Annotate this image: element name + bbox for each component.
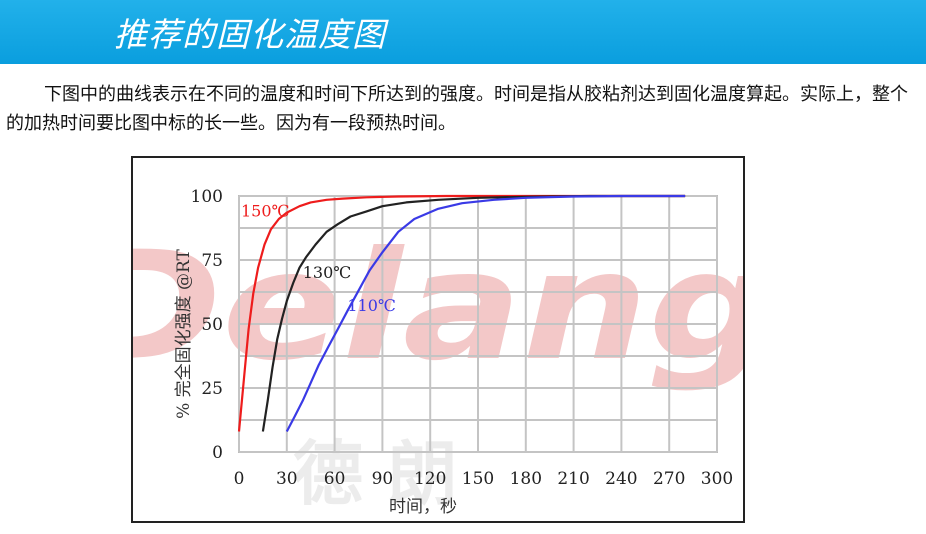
series-line-0 [237,194,686,432]
x-tick-label: 240 [605,469,637,489]
y-tick-label: 75 [201,251,223,271]
y-tick-label: 25 [201,379,223,399]
x-tick-label: 120 [414,469,446,489]
x-tick-label: 0 [234,469,245,489]
series-label-1: 130℃ [303,263,351,282]
x-tick-label: 210 [557,469,589,489]
series-line-2 [285,194,686,433]
y-axis-label: % 完全固化强度 @RT [174,248,194,418]
x-tick-label: 270 [653,469,685,489]
y-tick-label: 100 [191,187,223,207]
intro-paragraph: 下图中的曲线表示在不同的温度和时间下所达到的强度。时间是指从胶粘剂达到固化温度算… [6,84,908,134]
y-tick-label: 0 [212,443,223,463]
x-tick-label: 180 [510,469,542,489]
header-banner: 推荐的固化温度图 [0,0,926,64]
y-tick-label: 50 [201,315,223,335]
x-tick-label: 30 [276,469,298,489]
series-label-2: 110℃ [347,296,395,315]
x-tick-label: 60 [324,469,346,489]
x-tick-label: 90 [372,469,394,489]
x-tick-label: 150 [462,469,494,489]
x-axis-label: 时间，秒 [389,497,457,517]
cure-chart: Delang德 朗®030609012015018021024027030002… [133,187,743,517]
series-line-1 [261,194,686,432]
x-tick-label: 300 [701,469,733,489]
watermark-logo: Delang [133,220,743,394]
chart-frame: Delang德 朗®030609012015018021024027030002… [131,156,745,523]
series-label-0: 150℃ [241,201,289,220]
page-title: 推荐的固化温度图 [114,15,386,54]
